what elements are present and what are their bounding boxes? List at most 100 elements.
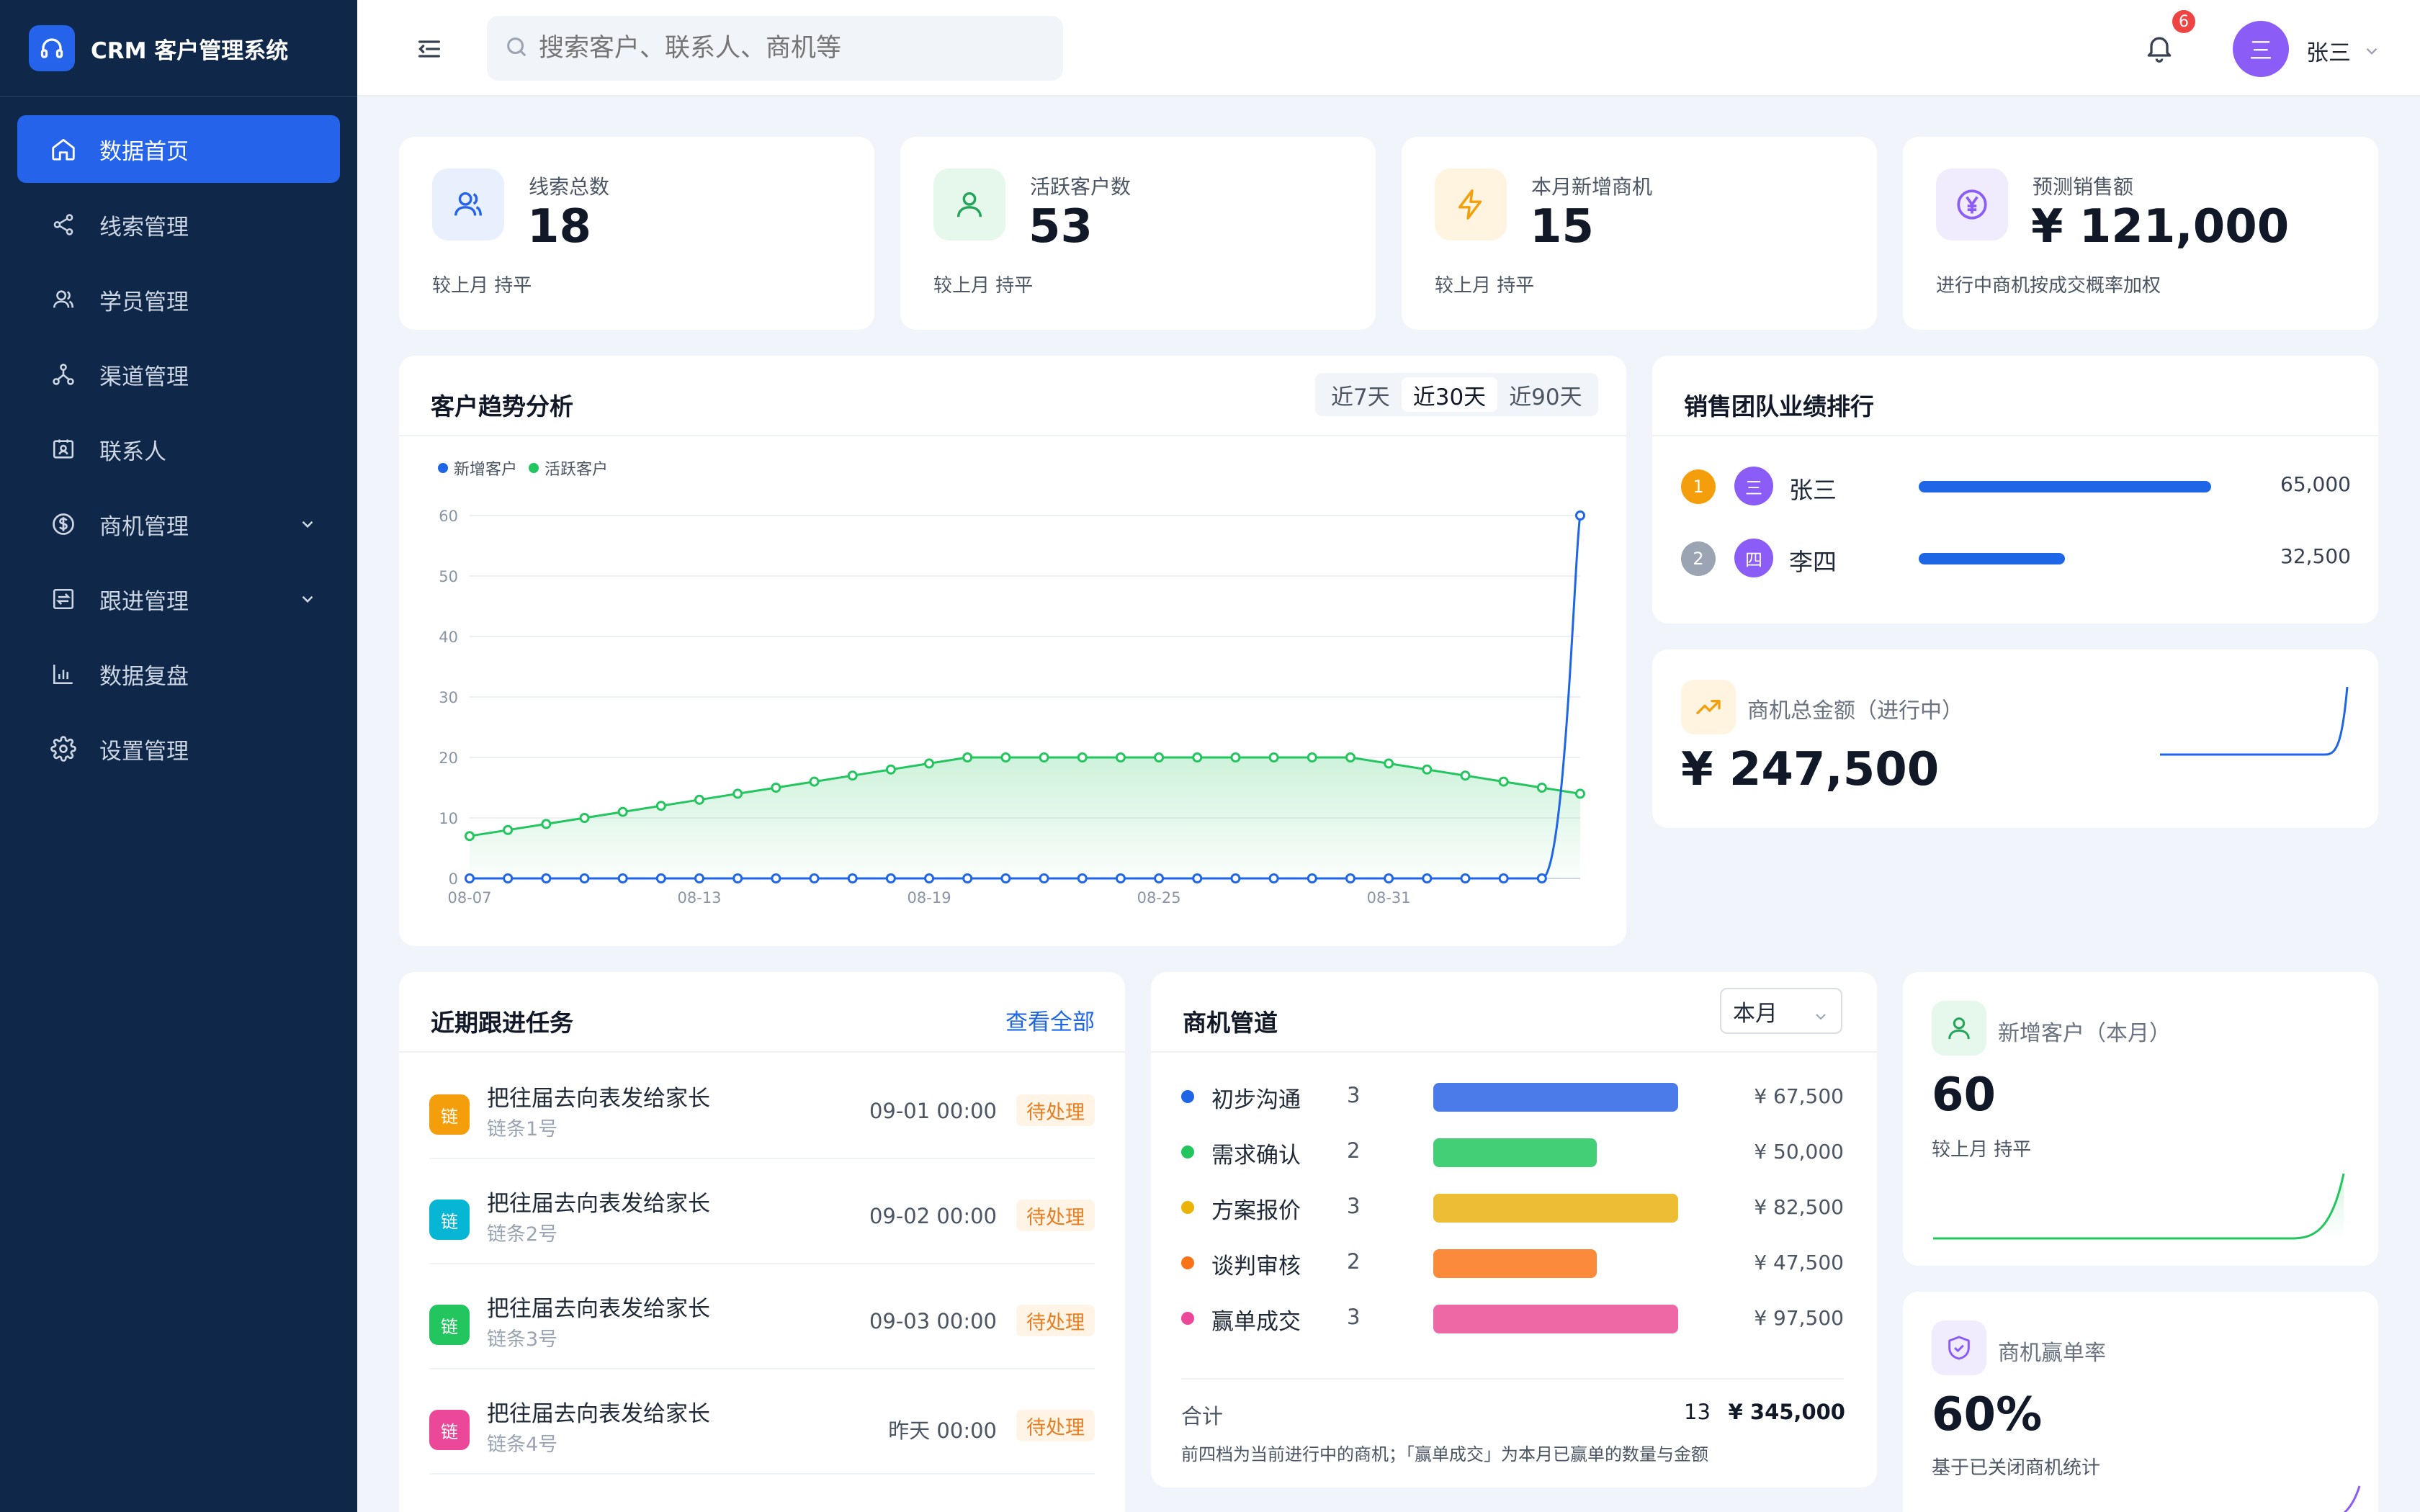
task-item[interactable]: 链 把往届去向表发给家长 链条3号 09-03 00:00 待处理 — [429, 1264, 1095, 1369]
stage-bar — [1433, 1194, 1678, 1223]
view-all-link[interactable]: 查看全部 — [1005, 1009, 1095, 1035]
pipeline-stage-row[interactable]: 初步沟通 3 ¥ 67,500 — [1181, 1076, 1844, 1119]
tab-30-days[interactable]: 近30天 — [1401, 377, 1498, 412]
sparkline — [1933, 1173, 2345, 1240]
metric-value: 60% — [1932, 1388, 2043, 1441]
chevron-down-icon[interactable] — [2362, 42, 2381, 63]
pipeline-stage-row[interactable]: 方案报价 3 ¥ 82,500 — [1181, 1187, 1844, 1230]
task-item[interactable]: 链 把往届去向表发给家长 链条4号 昨天 00:00 待处理 — [429, 1369, 1095, 1475]
data-point-new-customers — [1536, 873, 1547, 883]
card-title: 近期跟进任务 — [431, 1009, 573, 1037]
metric-note: 基于已关闭商机统计 — [1932, 1457, 2101, 1479]
data-point-new-customers — [1000, 873, 1011, 883]
data-point-active-customers — [1039, 752, 1049, 762]
card-title: 客户趋势分析 — [431, 392, 573, 420]
y-tick-label: 60 — [439, 508, 458, 525]
task-title: 把往届去向表发给家长 — [487, 1191, 710, 1217]
home-icon — [49, 135, 78, 163]
stage-dot — [1181, 1146, 1194, 1158]
data-point-active-customers — [465, 831, 475, 842]
task-badge: 链 — [429, 1200, 470, 1240]
data-point-active-customers — [1575, 788, 1585, 799]
metric-note: 较上月 持平 — [1932, 1139, 2032, 1161]
sidebar-item-students[interactable]: 学员管理 — [17, 266, 340, 333]
ranking-row[interactable]: 1 三 张三 65,000 — [1681, 464, 2351, 507]
ranking-row[interactable]: 2 四 李四 32,500 — [1681, 536, 2351, 579]
user-name[interactable]: 张三 — [2306, 40, 2351, 66]
task-item[interactable]: 链 把往届去向表发给家长 链条2号 09-02 00:00 待处理 — [429, 1159, 1095, 1264]
sidebar-item-contacts[interactable]: 联系人 — [17, 415, 340, 483]
menu-toggle-icon[interactable] — [415, 35, 444, 66]
gear-icon — [49, 734, 78, 763]
data-point-active-customers — [541, 819, 552, 829]
tab-7-days[interactable]: 近7天 — [1331, 384, 1390, 410]
data-point-new-customers — [617, 873, 628, 883]
stage-amount: ¥ 67,500 — [1754, 1084, 1844, 1108]
pipeline-stage-row[interactable]: 需求确认 2 ¥ 50,000 — [1181, 1131, 1844, 1174]
stage-dot — [1181, 1256, 1194, 1269]
data-point-new-customers — [962, 873, 973, 883]
stat-note: 较上月 持平 — [432, 275, 532, 297]
sidebar-item-followups[interactable]: 跟进管理 — [17, 565, 340, 633]
rank-bar — [1919, 553, 2065, 564]
sidebar-item-opportunities[interactable]: 商机管理 — [17, 490, 340, 558]
data-point-new-customers — [541, 873, 552, 883]
rank-bar — [1919, 481, 2211, 492]
pipeline-stage-row[interactable]: 谈判审核 2 ¥ 47,500 — [1181, 1242, 1844, 1285]
avatar[interactable]: 三 — [2233, 21, 2289, 77]
sidebar-item-label: 联系人 — [99, 438, 166, 465]
sidebar-item-settings[interactable]: 设置管理 — [17, 715, 340, 783]
stage-name: 需求确认 — [1211, 1143, 1301, 1169]
data-point-new-customers — [694, 873, 705, 883]
search-input[interactable] — [539, 34, 1028, 63]
stat-label: 活跃客户数 — [1030, 175, 1131, 199]
stage-dot — [1181, 1312, 1194, 1325]
data-point-new-customers — [465, 873, 475, 883]
bell-icon[interactable] — [2143, 32, 2175, 66]
task-title: 把往届去向表发给家长 — [487, 1401, 710, 1427]
data-point-active-customers — [771, 783, 781, 793]
data-point-new-customers — [503, 873, 514, 883]
status-badge: 待处理 — [1016, 1305, 1095, 1336]
task-subtitle: 链条2号 — [487, 1223, 558, 1246]
headset-icon — [29, 25, 75, 71]
rank-name: 张三 — [1789, 476, 1837, 504]
data-point-active-customers — [962, 752, 973, 762]
dollar-circle-icon — [49, 510, 78, 539]
users-icon — [432, 168, 504, 240]
stage-name: 谈判审核 — [1211, 1254, 1301, 1279]
sidebar-item-leads[interactable]: 线索管理 — [17, 191, 340, 258]
metric-label: 商机赢单率 — [1998, 1341, 2106, 1366]
divider — [0, 96, 357, 97]
shield-check-icon — [1932, 1320, 1986, 1375]
brand[interactable]: CRM 客户管理系统 — [29, 24, 288, 72]
pipeline-stage-row[interactable]: 赢单成交 3 ¥ 97,500 — [1181, 1297, 1844, 1341]
data-point-new-customers — [1039, 873, 1049, 883]
task-title: 把往届去向表发给家长 — [487, 1086, 710, 1112]
task-title: 把往届去向表发给家长 — [487, 1296, 710, 1322]
sidebar-item-channels[interactable]: 渠道管理 — [17, 341, 340, 408]
task-item[interactable]: 链 把往届去向表发给家长 链条1号 09-01 00:00 待处理 — [429, 1054, 1095, 1159]
data-point-active-customers — [579, 813, 590, 823]
sidebar-item-label: 商机管理 — [99, 513, 189, 540]
data-point-active-customers — [1230, 752, 1241, 762]
user-icon — [1932, 1001, 1986, 1056]
data-point-active-customers — [655, 801, 666, 811]
sidebar-item-dashboard[interactable]: 数据首页 — [17, 115, 340, 183]
stage-bar — [1433, 1249, 1597, 1278]
data-point-active-customers — [1498, 776, 1509, 787]
tab-90-days[interactable]: 近90天 — [1509, 384, 1582, 410]
avatar: 三 — [1734, 467, 1773, 505]
y-tick-label: 40 — [439, 629, 458, 646]
task-subtitle: 链条1号 — [487, 1118, 558, 1140]
chevron-down-icon — [298, 513, 317, 539]
sidebar-item-label: 跟进管理 — [99, 588, 189, 615]
search-box[interactable] — [487, 16, 1063, 81]
users-icon — [49, 285, 78, 314]
period-select[interactable]: 本月 — [1720, 988, 1842, 1034]
legend-label: 新增客户 — [454, 461, 518, 479]
stage-count: 3 — [1347, 1305, 1361, 1329]
status-badge: 待处理 — [1016, 1200, 1095, 1231]
top-header: 6 三 张三 — [357, 0, 2420, 96]
sidebar-item-review[interactable]: 数据复盘 — [17, 640, 340, 708]
